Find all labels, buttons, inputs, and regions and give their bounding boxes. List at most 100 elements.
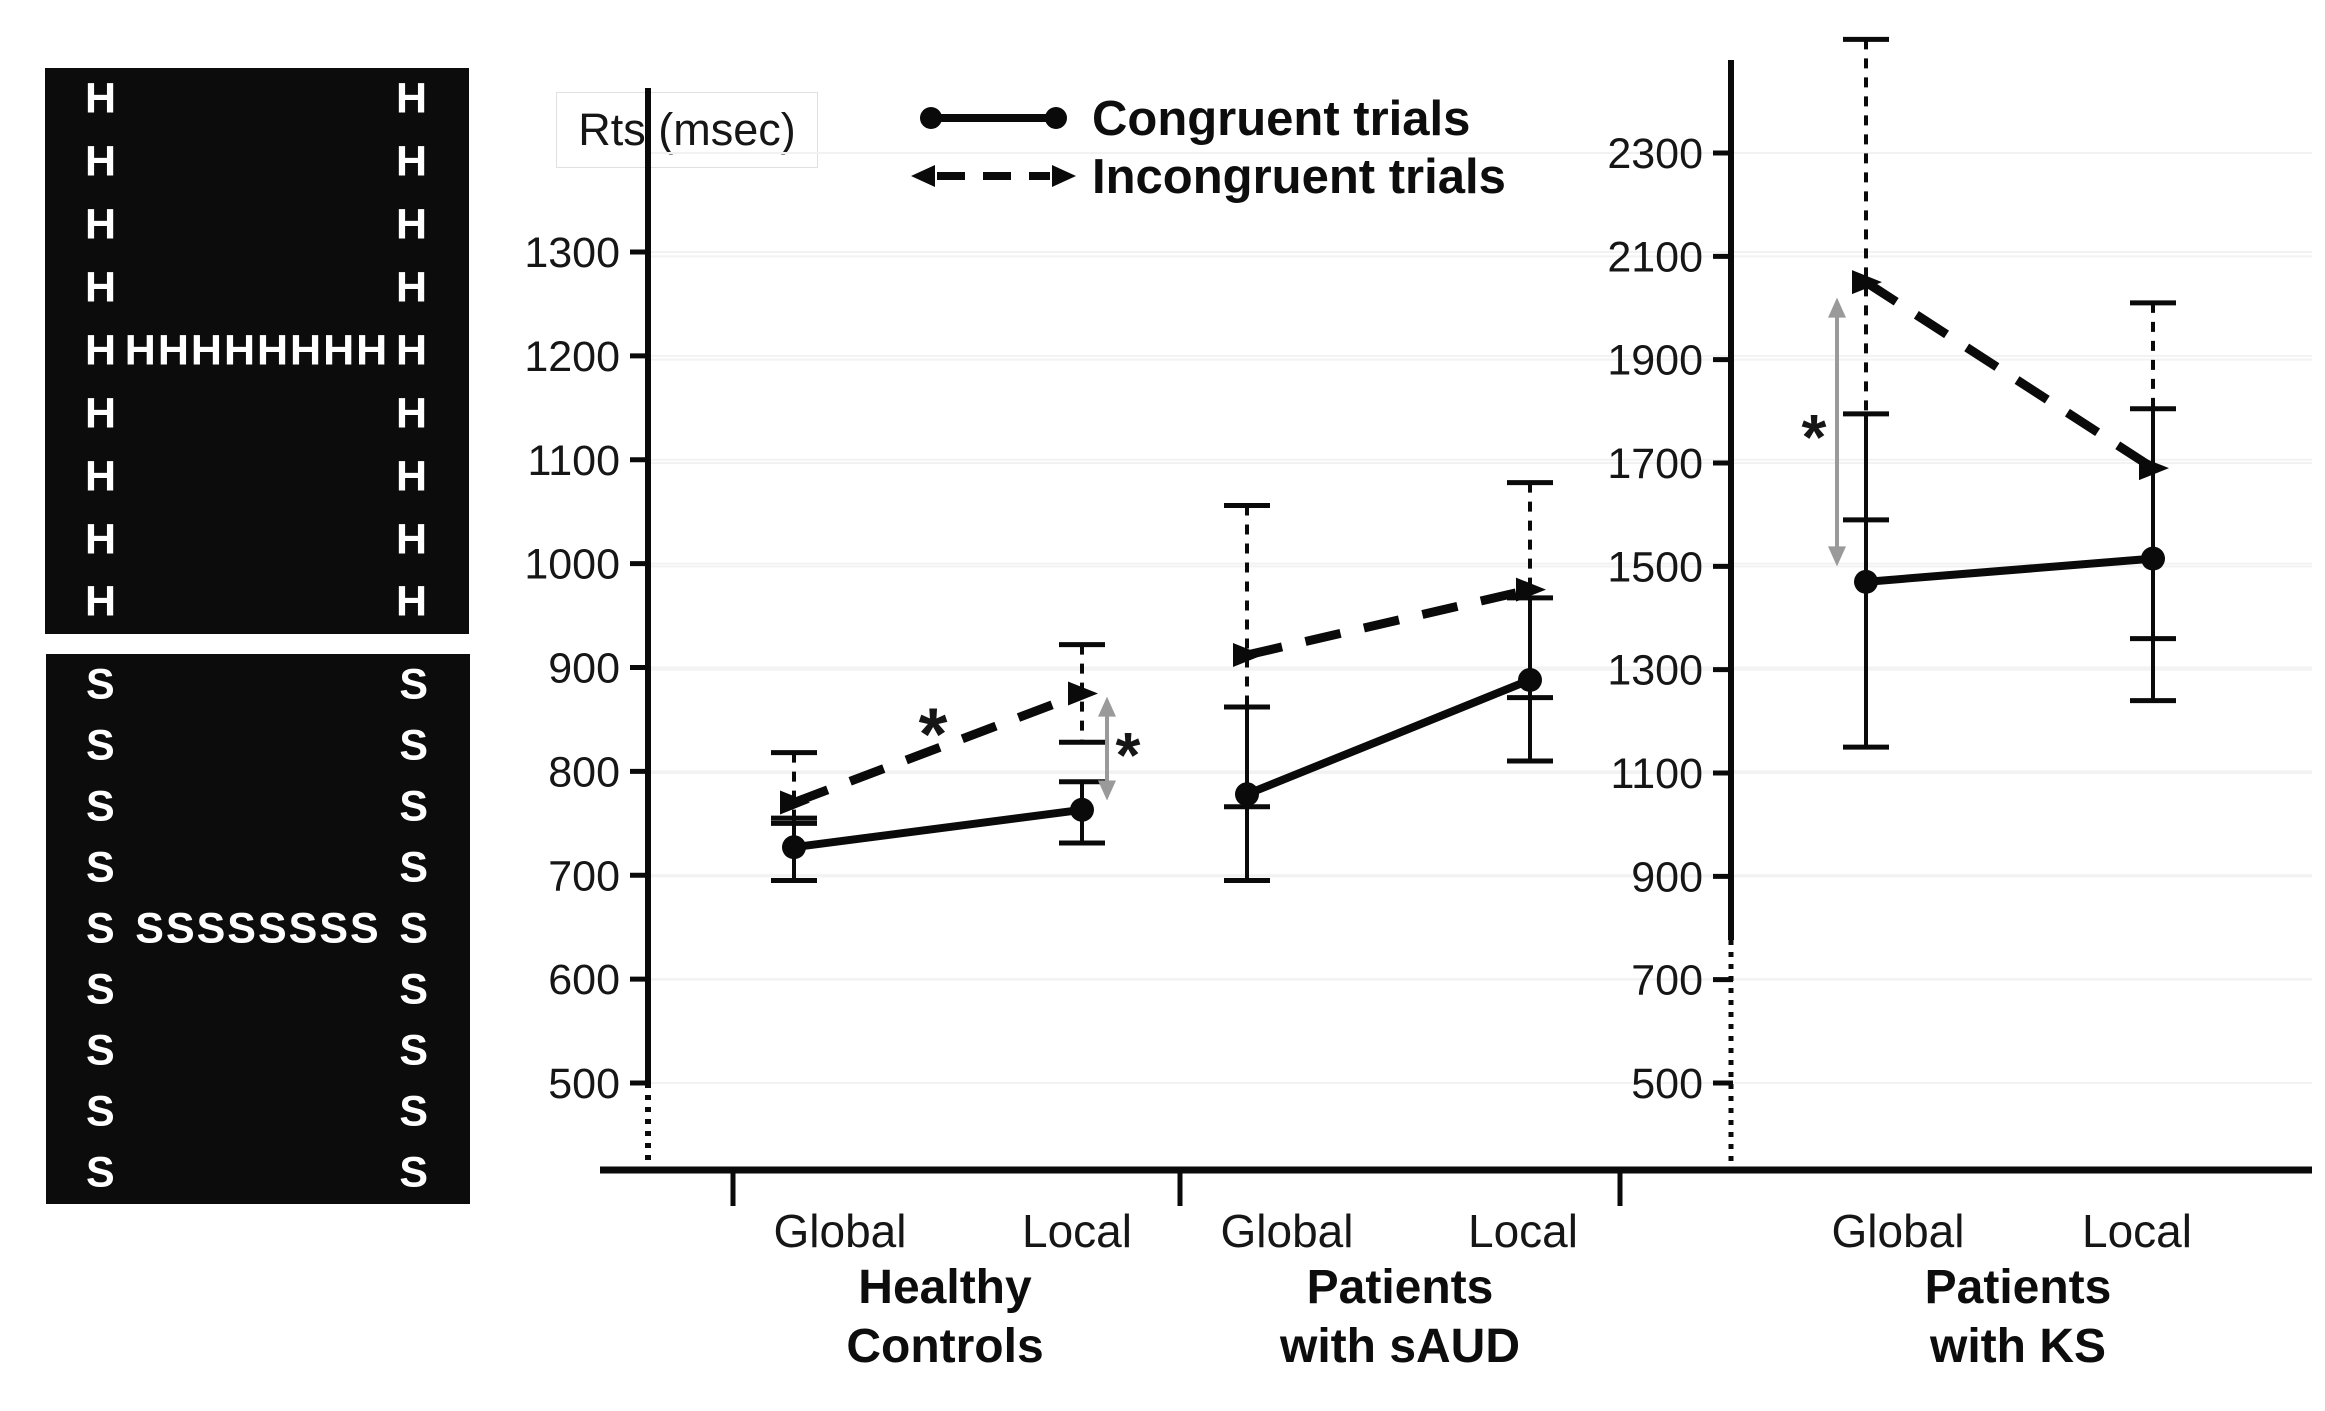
navon-letter: S	[86, 660, 115, 709]
error-bar	[771, 750, 817, 826]
legend-dot-icon	[1045, 107, 1067, 129]
series-congruent	[782, 546, 2165, 860]
y-tick-label-right: 1100	[1611, 750, 1703, 798]
navon-letter: H	[395, 326, 427, 375]
error-bar	[2130, 300, 2176, 642]
data-point-arrow	[1068, 681, 1098, 706]
x-axis	[600, 1166, 2312, 1206]
significance-annotations: * * *	[919, 297, 1846, 801]
navon-letter: S	[86, 843, 115, 892]
navon-panel-h: H H H H H H H H H HHHHHHHH H H H H H H H H H	[45, 68, 469, 634]
x-tick-label: Global	[774, 1205, 907, 1257]
legend-label: Congruent trials	[1092, 92, 1470, 146]
data-point-dot	[1235, 782, 1259, 807]
legend-arrow-icon	[911, 165, 935, 187]
navon-letter: H	[85, 137, 117, 186]
navon-letter: H	[85, 200, 117, 249]
navon-letter: S	[399, 782, 428, 831]
legend-label: Incongruent trials	[1092, 150, 1506, 204]
navon-letter: H	[85, 515, 117, 564]
navon-letter: S	[399, 1148, 428, 1197]
navon-letter: H	[395, 263, 427, 312]
navon-letter: S	[86, 1026, 115, 1075]
y-tick-label-left: 1300	[524, 229, 620, 277]
data-point-arrow	[1516, 577, 1546, 602]
data-point-dot	[2141, 546, 2165, 571]
navon-letter: H	[395, 577, 427, 626]
navon-letter: S	[86, 1148, 115, 1197]
y-tick-label-left: 900	[548, 645, 620, 693]
navon-letter: H	[85, 389, 117, 438]
legend-entry: Incongruent trials	[911, 150, 1506, 204]
navon-row: H HHHHHHHH H	[45, 320, 469, 383]
error-bar	[1507, 480, 1553, 701]
navon-letter: S	[86, 965, 115, 1014]
navon-letter: H	[395, 452, 427, 501]
y-tick-label-left: 1200	[524, 333, 620, 381]
series-incongruent	[780, 270, 2169, 815]
group-labels: Healthy Controls Patients with sAUD Patients…	[846, 1261, 2111, 1373]
y-tick-label-right: 700	[1631, 957, 1703, 1005]
x-tick-label: Local	[2082, 1205, 2192, 1257]
significance-star: *	[1116, 719, 1141, 791]
navon-row: S SSSSSSSS S	[46, 898, 470, 959]
navon-letter-row: SSSSSSSS	[135, 904, 381, 953]
navon-letter: S	[86, 782, 115, 831]
navon-letter: H	[85, 577, 117, 626]
significance-arrow	[1098, 696, 1116, 801]
x-tick-label: Global	[1832, 1205, 1965, 1257]
navon-letter: H	[85, 452, 117, 501]
navon-letter: S	[399, 660, 428, 709]
y-axis-right: 2300 2100 1900 1700 1500 1300 1100 900 700 500	[1607, 60, 1734, 1170]
y-tick-label-left: 800	[548, 748, 620, 796]
y-tick-label-right: 900	[1631, 853, 1703, 901]
group-label-line2: Controls	[846, 1320, 1043, 1373]
group-label-line2: with sAUD	[1279, 1320, 1520, 1373]
data-point-arrow	[1233, 643, 1263, 668]
navon-letter: H	[395, 389, 427, 438]
navon-letter: H	[395, 515, 427, 564]
series-segment	[1865, 554, 2154, 586]
x-tick-label: Global	[1221, 1205, 1354, 1257]
data-point-dot	[782, 835, 806, 860]
y-axis-title: Rts (msec)	[556, 92, 818, 168]
gridlines	[648, 151, 2312, 1084]
data-point-dot	[1854, 569, 1878, 594]
x-tick-label: Local	[1022, 1205, 1132, 1257]
navon-letter: S	[86, 1087, 115, 1136]
navon-letter: S	[399, 1026, 428, 1075]
x-tick-label: Local	[1468, 1205, 1578, 1257]
navon-letter: H	[85, 326, 117, 375]
y-axis-left: 1300 1200 1100 1000 900 800 700 600 500	[524, 88, 651, 1170]
navon-letter: H	[85, 263, 117, 312]
group-label-line1: Healthy	[858, 1261, 1032, 1314]
navon-letter: S	[86, 721, 115, 770]
navon-letter: H	[395, 137, 427, 186]
group-label-line1: Patients	[1307, 1261, 1494, 1314]
navon-letter-row: HHHHHHHH	[124, 326, 390, 375]
series-segment	[1863, 278, 2156, 472]
y-tick-label-right: 1900	[1607, 337, 1703, 385]
y-tick-label-left: 500	[548, 1060, 620, 1108]
y-tick-label-right: 1300	[1607, 647, 1703, 695]
navon-letter: H	[85, 74, 117, 123]
significance-star: *	[919, 692, 948, 775]
y-tick-label-right: 2100	[1607, 233, 1703, 281]
legend-arrow-icon	[1052, 165, 1076, 187]
series-segment	[792, 689, 1084, 807]
data-point-arrow	[1852, 270, 1882, 295]
error-bar	[1224, 502, 1270, 810]
data-point-dot	[1518, 667, 1542, 692]
